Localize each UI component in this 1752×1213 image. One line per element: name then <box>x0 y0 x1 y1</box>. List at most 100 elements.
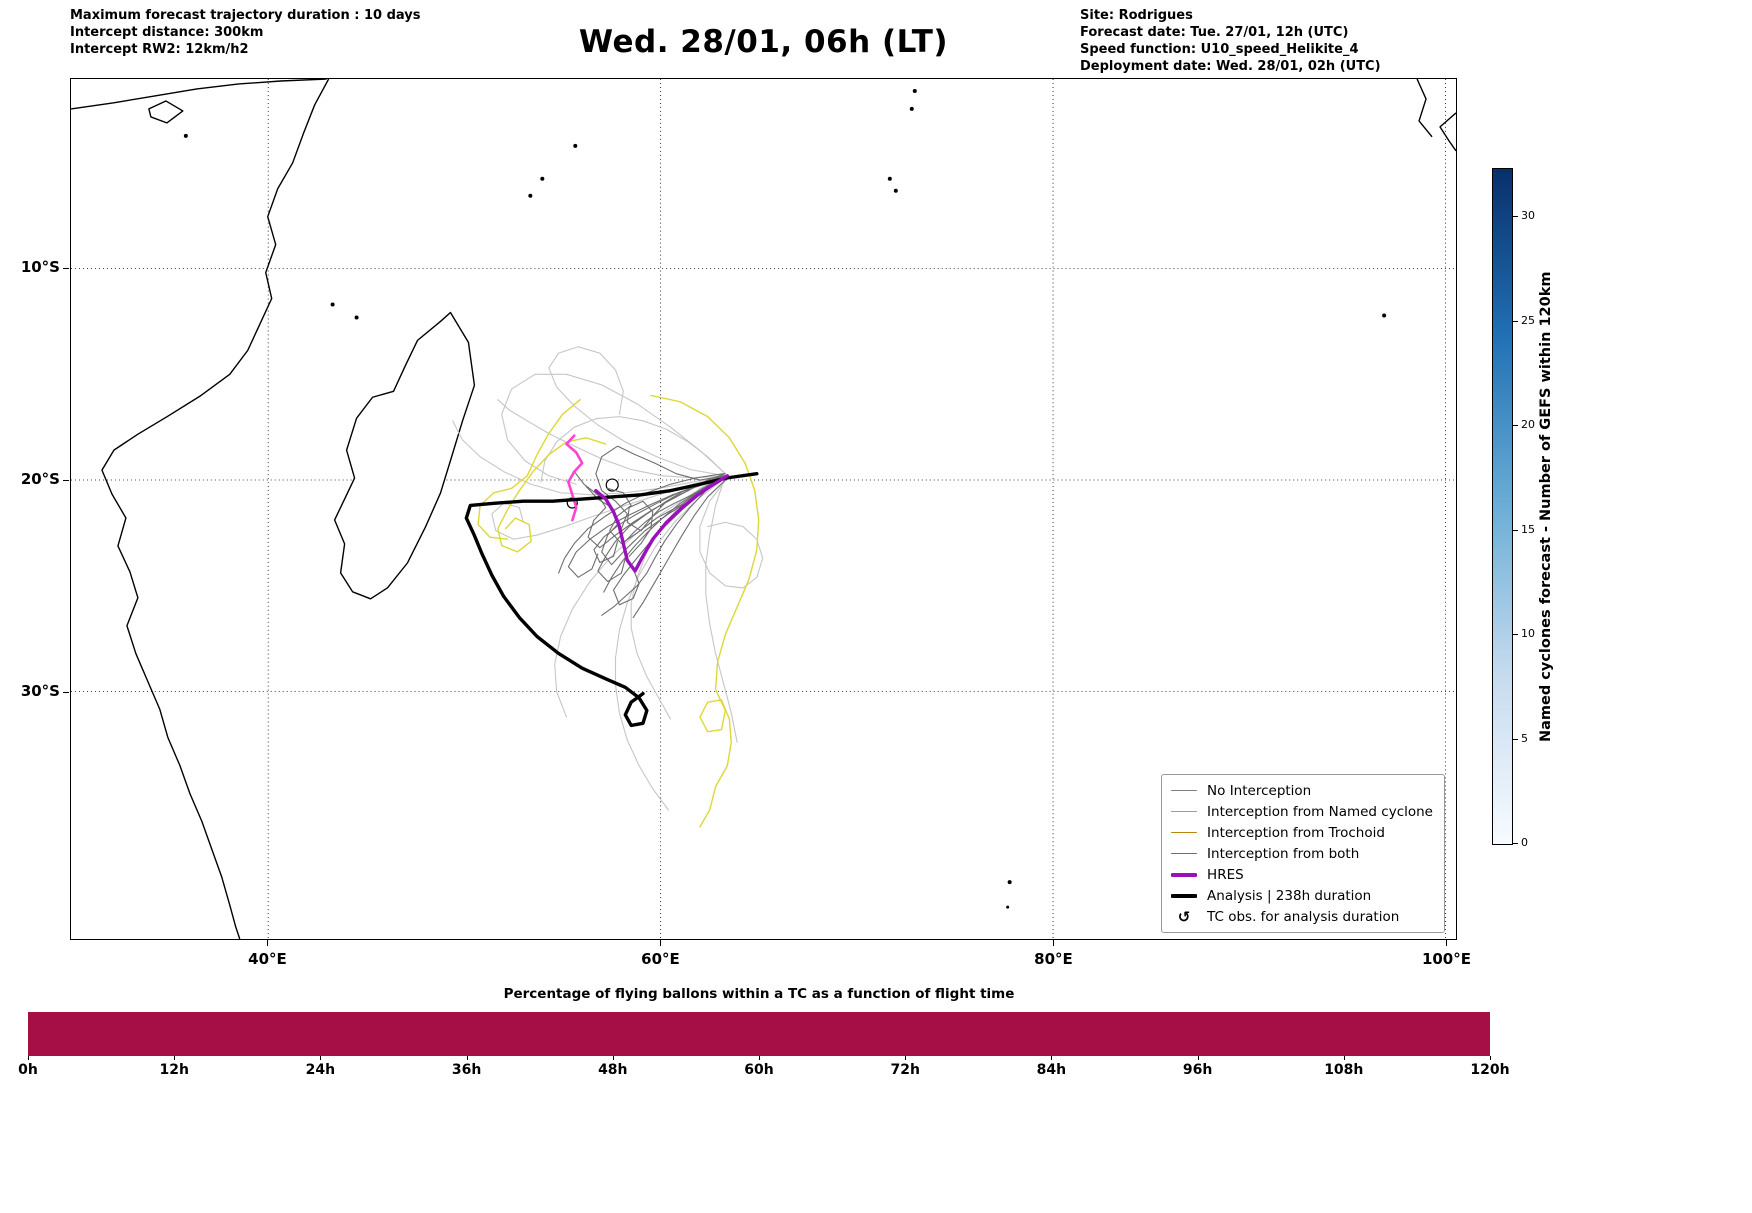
header-right-block: Site: Rodrigues Forecast date: Tue. 27/0… <box>1080 7 1381 75</box>
legend-line <box>1171 832 1198 833</box>
intercept-rw2-text: Intercept RW2: 12km/h2 <box>70 42 249 57</box>
x-tickmark <box>1053 940 1055 946</box>
page-title: Wed. 28/01, 06h (LT) <box>578 24 949 60</box>
bottom-axis-tick-label: 60h <box>744 1062 774 1078</box>
trajectory-series-magenta-track <box>565 434 584 522</box>
intercept-distance-text: Intercept distance: 300km <box>70 25 264 40</box>
colorbar-tickmark <box>1513 843 1518 844</box>
bottom-axis-tick-label: 84h <box>1036 1062 1067 1078</box>
x-tickmark <box>267 940 269 946</box>
colorbar-tickmark <box>1513 634 1518 636</box>
island <box>912 88 917 93</box>
legend-line-icon <box>1169 790 1199 791</box>
legend-line-icon <box>1169 811 1199 812</box>
island <box>528 193 533 198</box>
x-tick-label: 80°E <box>1034 950 1073 968</box>
bottom-axis-tick-label: 0h <box>18 1062 38 1078</box>
colorbar-tick-label: 10 <box>1521 627 1535 641</box>
colorbar-tick-label: 0 <box>1521 836 1528 849</box>
island <box>573 143 578 148</box>
legend-line-icon <box>1169 832 1199 833</box>
bottom-axis-tickmark <box>759 1056 760 1060</box>
map-legend: No Interception Interception from Named c… <box>1161 774 1445 933</box>
speed-function-text: Speed function: U10_speed_Helikite_4 <box>1080 42 1359 57</box>
bottom-axis-tickmark <box>1051 1056 1053 1060</box>
bottom-axis-tickmark <box>1197 1056 1199 1060</box>
legend-item-label: Interception from Named cyclone <box>1207 803 1433 820</box>
bottom-axis-tick-label: 120h <box>1470 1062 1510 1078</box>
bottom-chart-title: Percentage of flying ballons within a TC… <box>503 986 1015 1002</box>
bottom-axis-tick-label: 36h <box>451 1062 482 1078</box>
trajectory-series-interception-from-trochoid <box>477 394 760 828</box>
colorbar-tick-label: 15 <box>1521 522 1535 536</box>
legend-line-icon <box>1169 853 1199 854</box>
island <box>605 478 619 492</box>
legend-item: Interception from Named cyclone <box>1169 801 1433 822</box>
legend-line <box>1171 790 1198 791</box>
trajectory-series-hres <box>594 474 730 573</box>
tc-obs-marker-icon: ↺ <box>1177 907 1191 926</box>
y-tickmark <box>63 267 69 269</box>
bottom-axis-tick-label: 96h <box>1182 1062 1213 1078</box>
max-duration-text: Maximum forecast trajectory duration : 1… <box>70 8 421 23</box>
site-text: Site: Rodrigues <box>1080 8 1193 23</box>
bottom-axis-tickmark <box>466 1056 468 1060</box>
y-tick-label: 30°S <box>20 681 60 700</box>
x-tickmark <box>660 940 662 946</box>
island <box>893 188 898 193</box>
bottom-axis-tick-label: 24h <box>305 1062 336 1078</box>
colorbar-tickmark <box>1513 425 1518 427</box>
bottom-axis-tickmark <box>1343 1056 1345 1060</box>
legend-item-label: Interception from both <box>1207 845 1360 862</box>
y-tickmark <box>63 479 69 481</box>
legend-item: HRES <box>1169 864 1433 885</box>
legend-item: No Interception <box>1169 780 1433 801</box>
legend-item-label: Analysis | 238h duration <box>1207 887 1372 904</box>
trajectory-series-analysis-238h-duration <box>464 471 759 728</box>
balloon-percentage-chart <box>28 1012 1490 1056</box>
colorbar-tickmark <box>1513 529 1518 531</box>
colorbar-tickmark <box>1513 738 1518 740</box>
bottom-axis-tick-label: 108h <box>1324 1062 1364 1078</box>
x-tickmark <box>1446 940 1448 946</box>
bottom-axis-tickmark <box>612 1056 614 1060</box>
island <box>1007 880 1012 885</box>
legend-item-label: TC obs. for analysis duration <box>1207 908 1400 925</box>
island <box>1382 313 1387 318</box>
gefs-colorbar <box>1492 168 1513 845</box>
legend-item: Analysis | 238h duration <box>1169 885 1433 906</box>
forecast-date-text: Forecast date: Tue. 27/01, 12h (UTC) <box>1080 25 1349 40</box>
colorbar-tick-label: 30 <box>1521 209 1535 223</box>
legend-rows: No Interception Interception from Named c… <box>1169 780 1433 927</box>
legend-item: Interception from Trochoid <box>1169 822 1433 843</box>
x-tick-label: 40°E <box>248 950 287 968</box>
trajectory-layer <box>452 346 764 828</box>
bottom-axis-tickmark <box>320 1056 322 1060</box>
coastline <box>148 100 184 124</box>
y-tick-label: 20°S <box>20 469 60 488</box>
legend-item-label: No Interception <box>1207 782 1312 799</box>
island <box>887 176 892 181</box>
colorbar-tick-label: 20 <box>1521 418 1535 432</box>
y-tickmark <box>63 691 69 693</box>
colorbar-tickmark <box>1513 216 1518 218</box>
deployment-date-text: Deployment date: Wed. 28/01, 02h (UTC) <box>1080 59 1381 74</box>
island <box>354 315 359 320</box>
island <box>330 302 335 307</box>
trajectory-map: No Interception Interception from Named c… <box>70 78 1457 940</box>
bottom-axis-tickmark <box>905 1056 907 1060</box>
island <box>909 106 914 111</box>
legend-item-label: HRES <box>1207 866 1244 883</box>
colorbar-tick-label: 5 <box>1521 731 1528 745</box>
island <box>183 133 188 138</box>
map-canvas <box>71 79 1456 939</box>
colorbar-tick-label: 25 <box>1521 313 1535 327</box>
header-left-block: Maximum forecast trajectory duration : 1… <box>70 7 421 58</box>
legend-item: Interception from both <box>1169 843 1433 864</box>
legend-line <box>1171 811 1198 812</box>
bottom-axis-tick-label: 48h <box>598 1062 628 1078</box>
coastline <box>1439 112 1456 152</box>
bottom-axis-tick-label: 72h <box>890 1062 920 1078</box>
x-tick-label: 60°E <box>641 950 680 968</box>
coastline <box>1416 79 1433 138</box>
